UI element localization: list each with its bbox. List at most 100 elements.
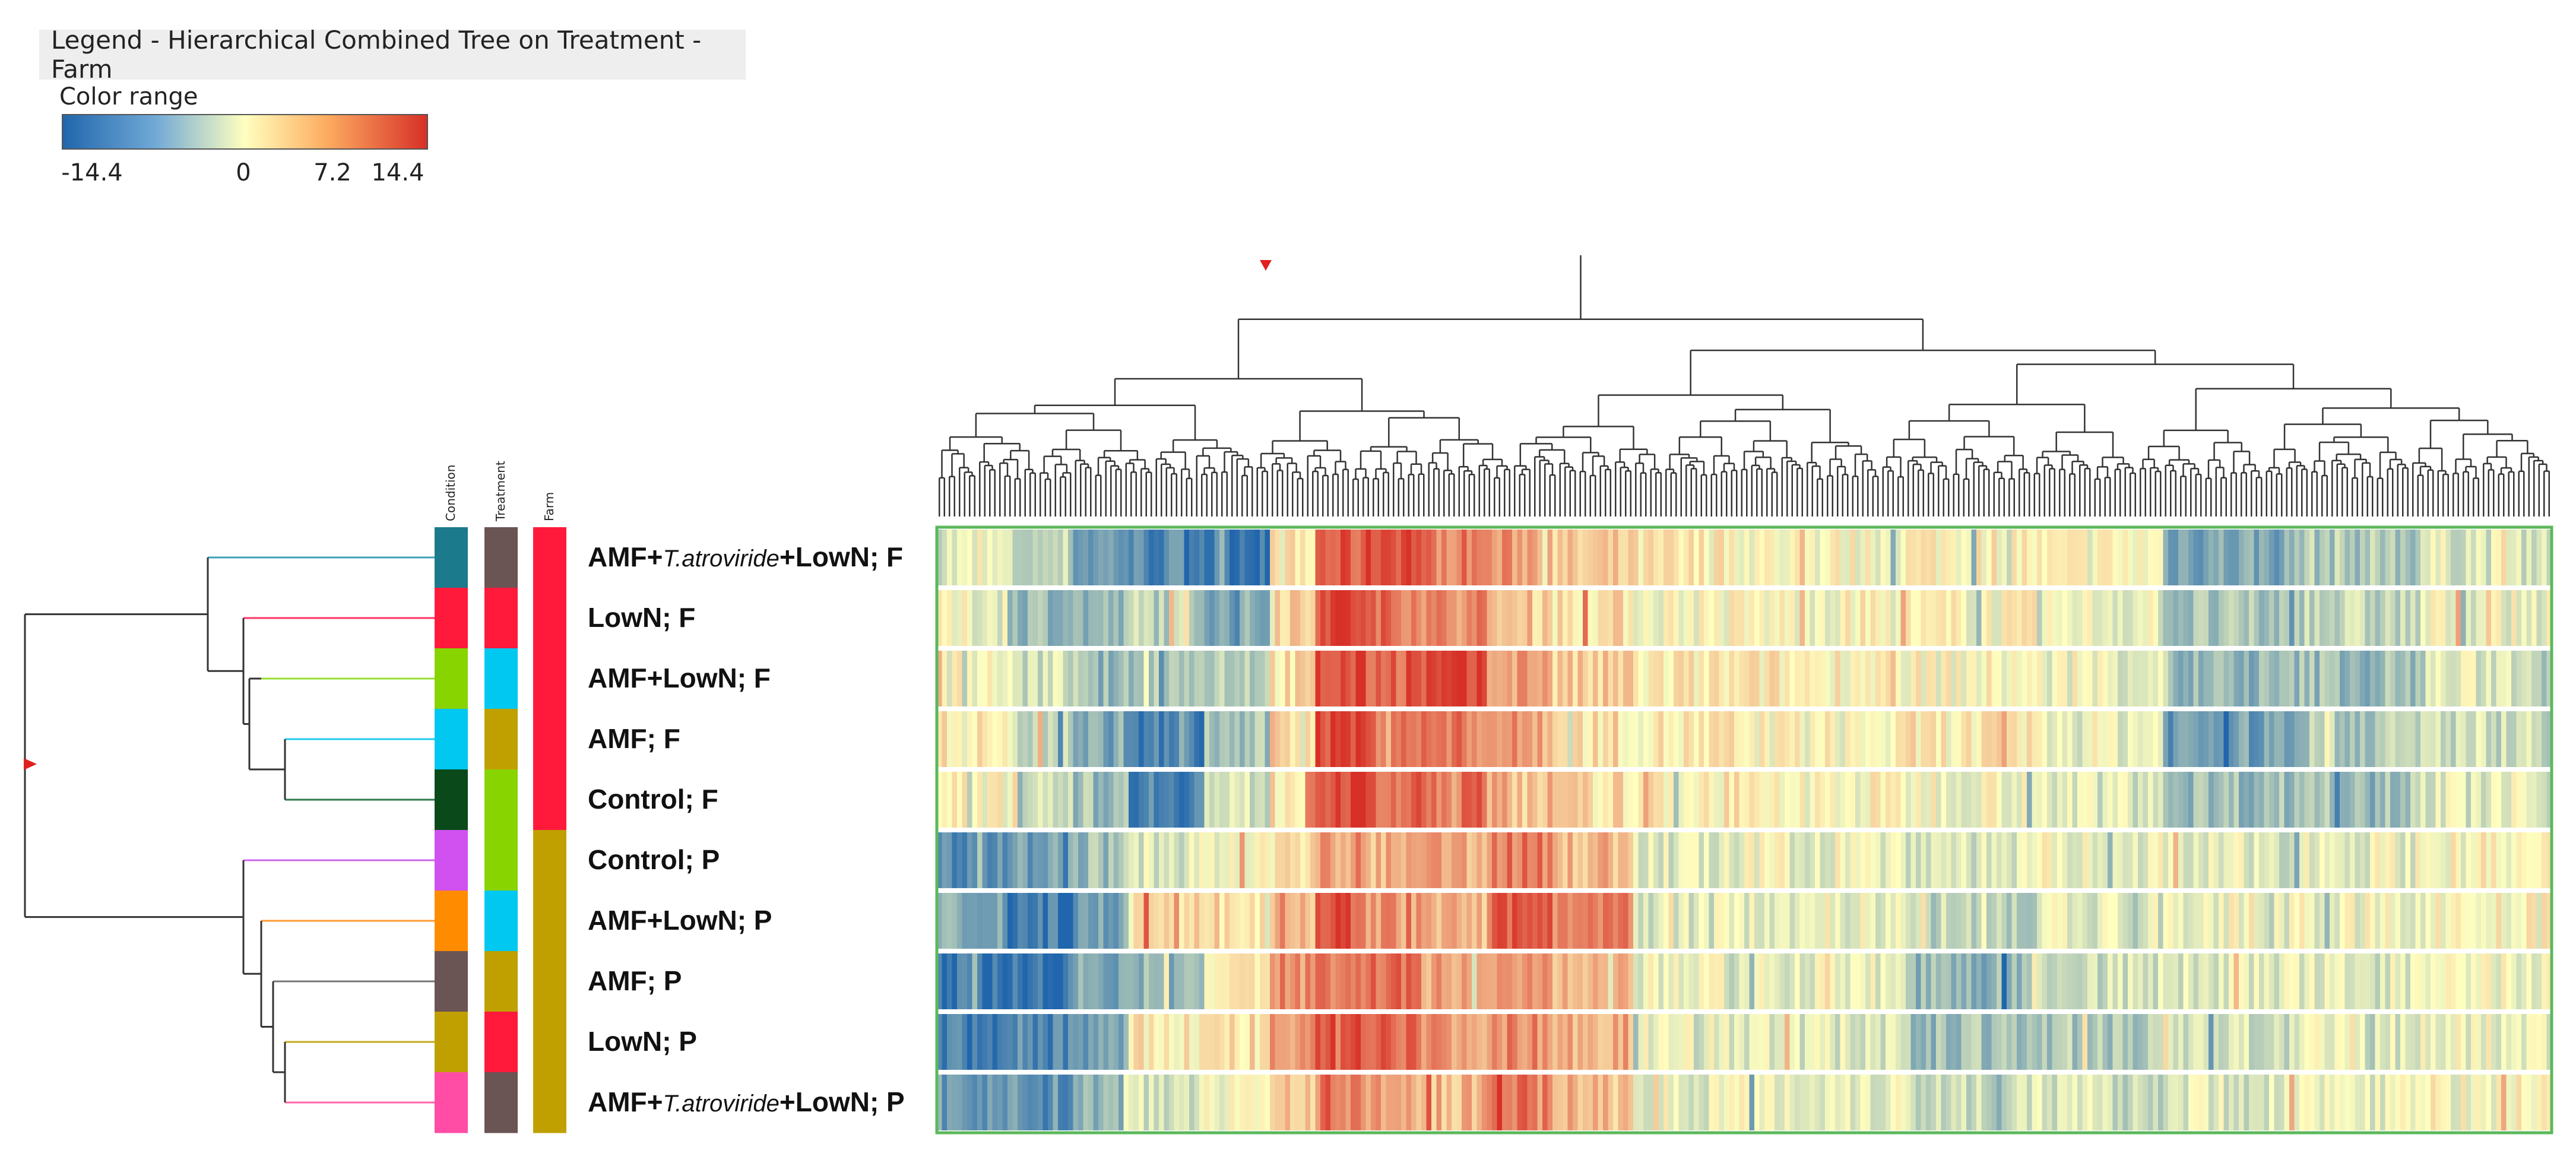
heatmap-cell	[2299, 651, 2305, 706]
heatmap-cell	[2481, 530, 2487, 585]
condition-cell	[435, 951, 468, 1012]
heatmap-cell	[1169, 590, 1175, 646]
heatmap-cell	[2209, 772, 2214, 828]
heatmap-cell	[1476, 953, 1482, 1009]
heatmap-cell	[2546, 590, 2552, 646]
heatmap-cell	[1684, 1014, 1690, 1070]
heatmap-cell	[1265, 893, 1270, 949]
heatmap-cell	[2542, 893, 2548, 949]
heatmap-cell	[1487, 953, 1493, 1009]
heatmap-cell	[2163, 893, 2169, 949]
heatmap-cell	[2415, 893, 2421, 949]
heatmap-cell	[1875, 893, 1881, 949]
heatmap-cell	[1981, 893, 1987, 949]
heatmap-cell	[1941, 590, 1947, 646]
heatmap-cell	[1956, 530, 1962, 585]
heatmap-cell	[2334, 711, 2340, 767]
heatmap-cell	[1779, 953, 1785, 1009]
heatmap-cell	[2138, 1014, 2144, 1070]
heatmap-cell	[1734, 651, 1740, 706]
heatmap-cell	[2340, 832, 2346, 888]
heatmap-cell	[1406, 711, 1412, 767]
heatmap-cell	[2249, 893, 2255, 949]
heatmap-cell	[947, 1075, 953, 1130]
heatmap-cell	[1376, 953, 1382, 1009]
heatmap-cell	[1093, 711, 1099, 767]
heatmap-cell	[1583, 590, 1589, 646]
heatmap-cell	[2097, 1014, 2103, 1070]
heatmap-cell	[2274, 590, 2280, 646]
heatmap-cell	[1250, 590, 1256, 646]
heatmap-cell	[1936, 893, 1942, 949]
heatmap-cell	[1648, 772, 1654, 828]
heatmap-cell	[2441, 1014, 2447, 1070]
heatmap-cell	[1678, 711, 1684, 767]
heatmap-cell	[1991, 1014, 1997, 1070]
heatmap-cell	[2521, 953, 2527, 1009]
heatmap-cell	[957, 953, 963, 1009]
heatmap-cell	[992, 711, 998, 767]
heatmap-cell	[1961, 590, 1967, 646]
heatmap-cell	[2441, 1075, 2447, 1130]
heatmap-cell	[2526, 893, 2532, 949]
heatmap-cell	[1799, 651, 1805, 706]
heatmap-cell	[2102, 893, 2108, 949]
heatmap-cell	[1507, 832, 1513, 888]
heatmap-cell	[2082, 1014, 2088, 1070]
heatmap-cell	[1890, 953, 1896, 1009]
heatmap-cell	[2077, 893, 2083, 949]
heatmap-cell	[1805, 772, 1811, 828]
heatmap-cell	[1517, 772, 1523, 828]
heatmap-cell	[1330, 651, 1336, 706]
heatmap-cell	[1931, 651, 1937, 706]
heatmap-cell	[1583, 832, 1589, 888]
heatmap-cell	[2001, 1014, 2007, 1070]
heatmap-cell	[2425, 1014, 2431, 1070]
heatmap-cell	[1845, 893, 1851, 949]
heatmap-cell	[1103, 1075, 1109, 1130]
heatmap-cell	[2178, 1075, 2184, 1130]
heatmap-cell	[2138, 832, 2144, 888]
heatmap-cell	[2531, 530, 2537, 585]
heatmap-cell	[1648, 1075, 1654, 1130]
heatmap-cell	[2097, 832, 2103, 888]
heatmap-cell	[952, 1014, 958, 1070]
heatmap-cell	[1441, 1075, 1447, 1130]
heatmap-cell	[2092, 832, 2098, 888]
heatmap-cell	[1577, 893, 1583, 949]
heatmap-cell	[2178, 893, 2184, 949]
heatmap-cell	[1113, 772, 1119, 828]
heatmap-cell	[2188, 651, 2194, 706]
heatmap-cell	[1129, 651, 1135, 706]
heatmap-cell	[1805, 832, 1811, 888]
heatmap-cell	[1113, 651, 1119, 706]
heatmap-cell	[1452, 1075, 1457, 1130]
heatmap-cell	[1522, 953, 1528, 1009]
heatmap-cell	[1532, 530, 1538, 585]
heatmap-cell	[2435, 953, 2441, 1009]
heatmap-cell	[1143, 530, 1149, 585]
heatmap-cell	[2516, 832, 2522, 888]
heatmap-cell	[1022, 953, 1028, 1009]
heatmap-cell	[2108, 953, 2114, 1009]
heatmap-cell	[2118, 530, 2124, 585]
heatmap-cell	[1446, 711, 1452, 767]
heatmap-cell	[1472, 832, 1478, 888]
heatmap-cell	[1497, 772, 1503, 828]
heatmap-cell	[1678, 893, 1684, 949]
heatmap-cell	[2445, 590, 2451, 646]
heatmap-cell	[1487, 530, 1493, 585]
heatmap-cell	[1164, 1075, 1170, 1130]
heatmap-cell	[1552, 953, 1558, 1009]
heatmap-cell	[1320, 1014, 1326, 1070]
heatmap-cell	[2400, 651, 2406, 706]
heatmap-cell	[1729, 590, 1735, 646]
heatmap-cell	[1598, 1075, 1604, 1130]
heatmap-cell	[957, 651, 963, 706]
heatmap-cell	[1310, 1075, 1316, 1130]
heatmap-cell	[1517, 590, 1523, 646]
heatmap-cell	[1805, 651, 1811, 706]
heatmap-cell	[2476, 711, 2482, 767]
heatmap-cell	[1699, 772, 1704, 828]
heatmap-cell	[1850, 530, 1856, 585]
